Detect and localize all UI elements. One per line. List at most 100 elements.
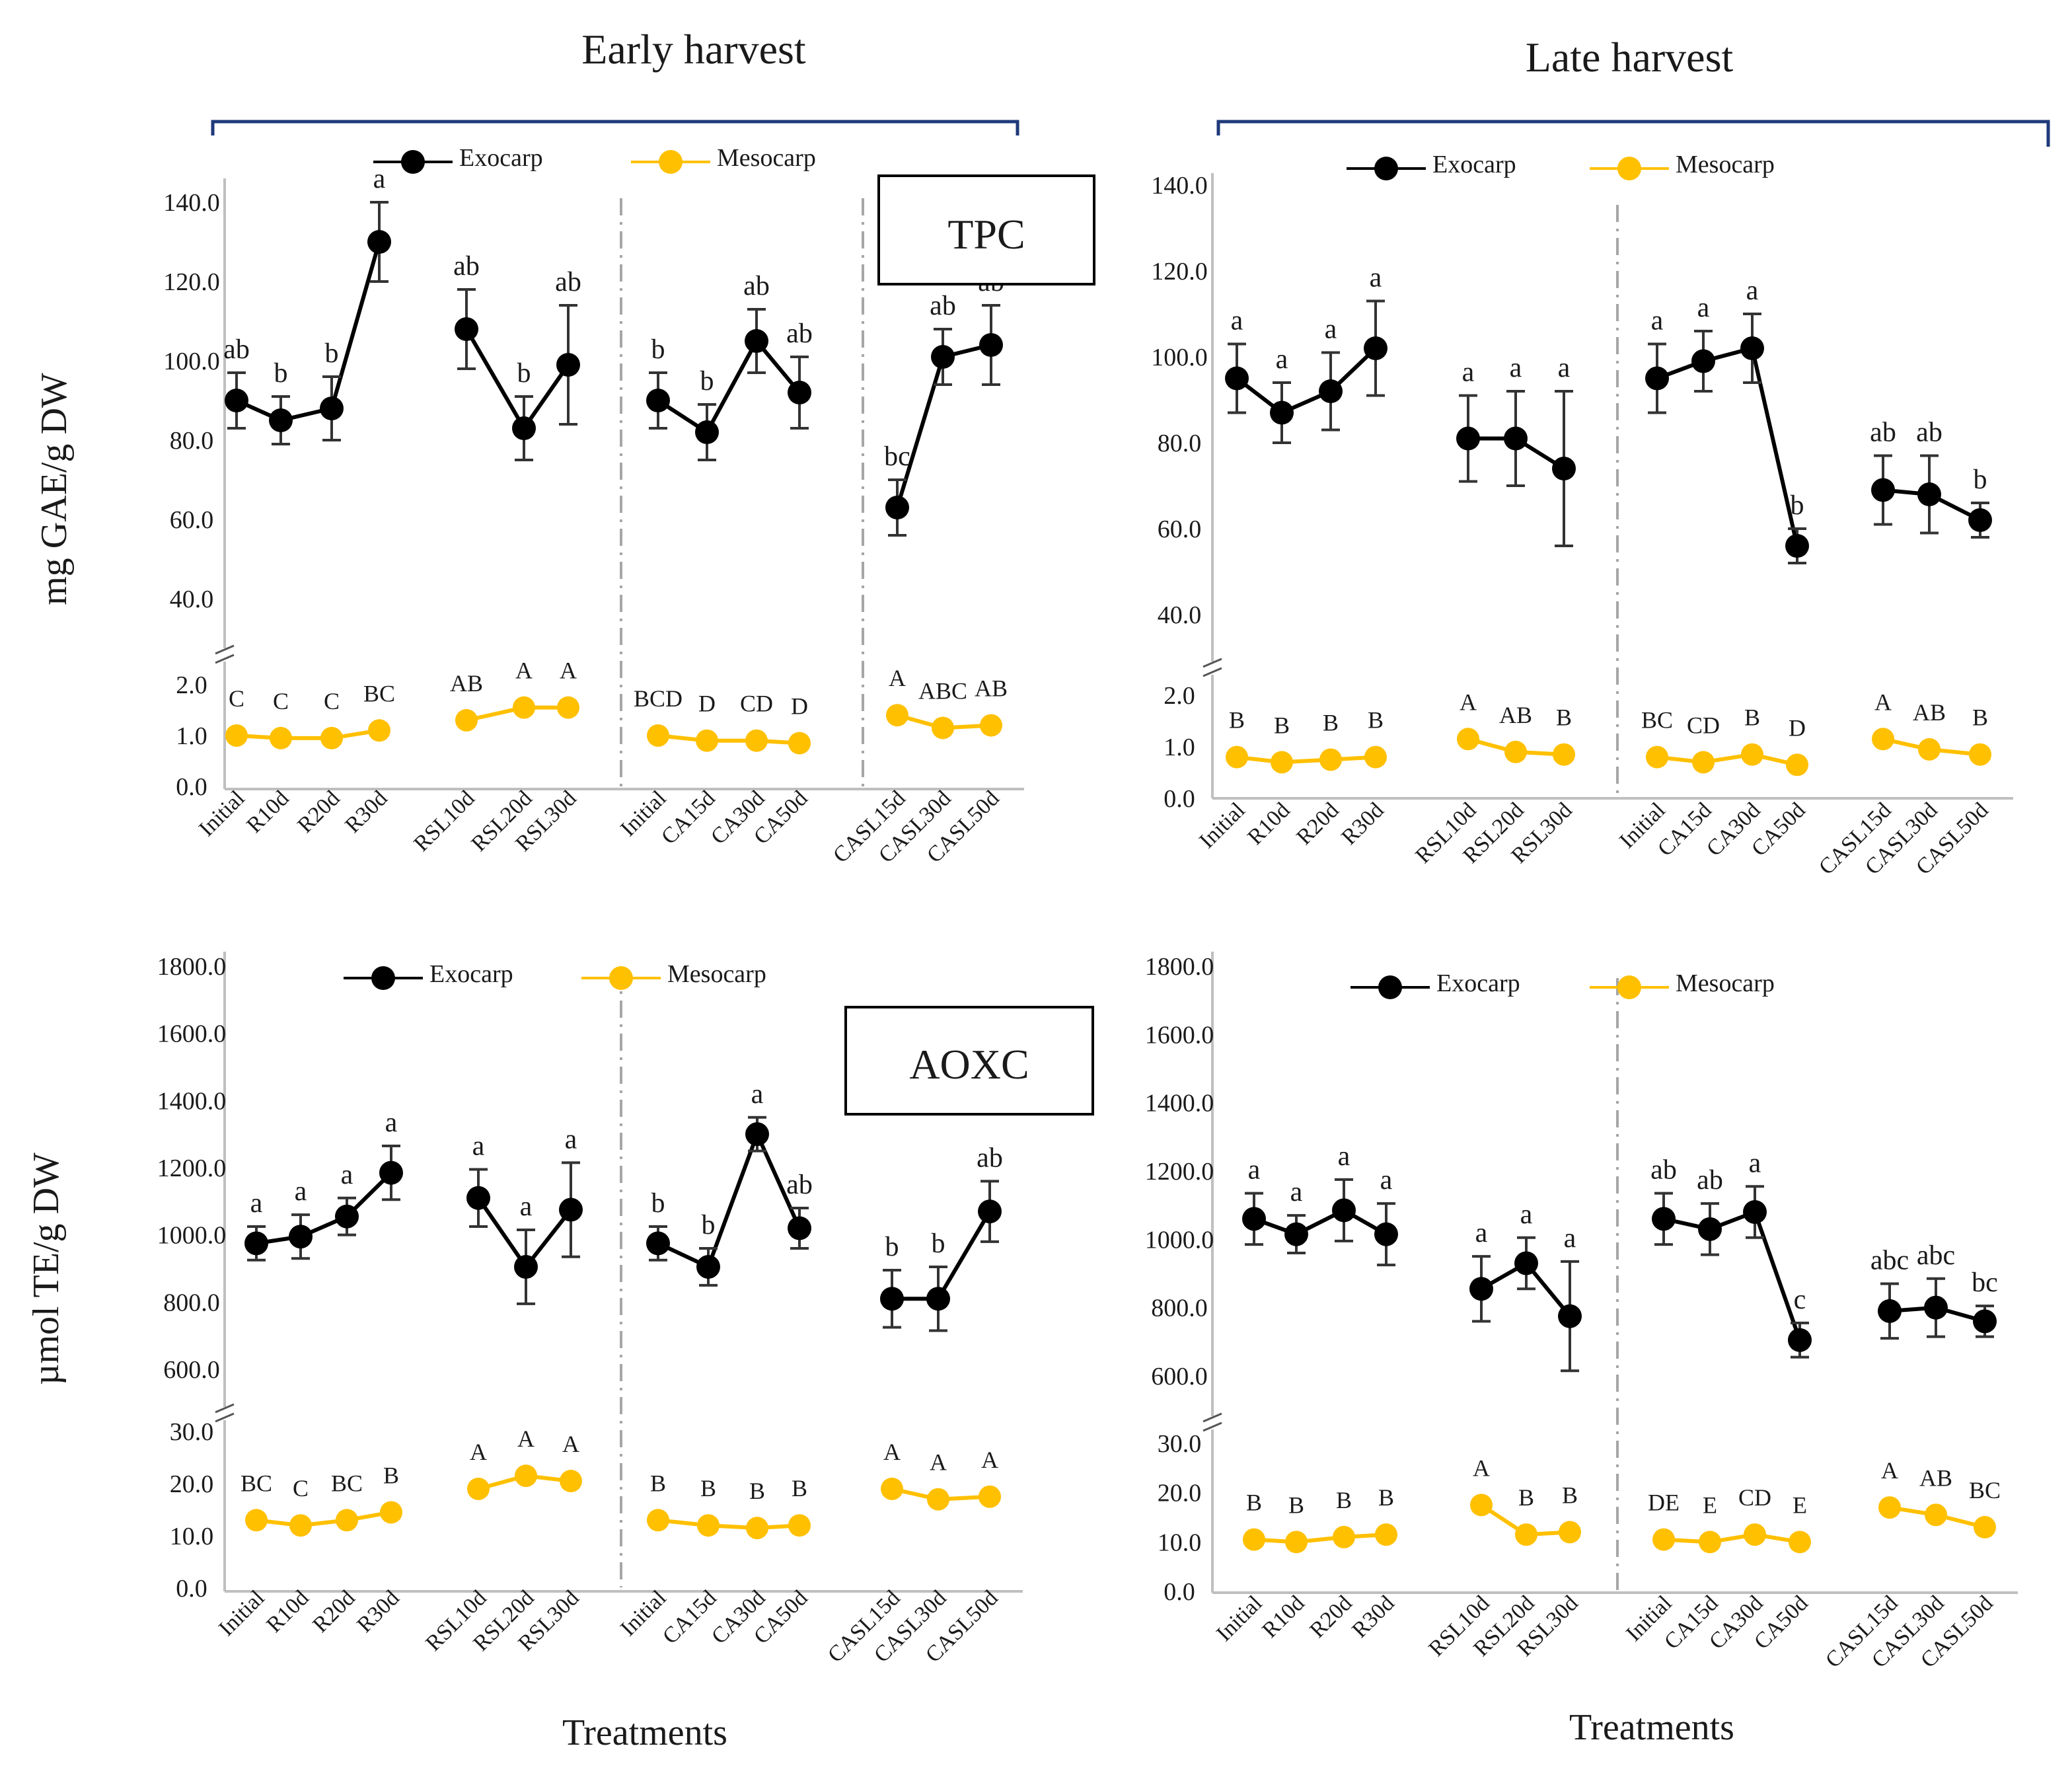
aoxc-box [844, 1006, 1094, 1116]
mesocarp-letter-label: A [1473, 1455, 1490, 1481]
mesocarp-letter-label: A [560, 658, 577, 684]
mesocarp-letter-label: B [1368, 707, 1384, 734]
exocarp-letter-label: b [651, 1188, 665, 1219]
legend-exocarp-label: Exocarp [1432, 151, 1516, 178]
x-tick-label: R30d [352, 1585, 404, 1637]
exocarp-letter-label: b [885, 1232, 899, 1262]
mesocarp-point [1872, 728, 1894, 751]
legend-exocarp-marker [401, 150, 425, 174]
exocarp-point [788, 1216, 811, 1240]
x-tick-label: R30d [1337, 798, 1388, 849]
exocarp-point [289, 1225, 313, 1249]
exocarp-letter-label: a [1338, 1141, 1350, 1172]
mesocarp-point [745, 729, 768, 752]
exocarp-series-line [235, 241, 381, 423]
exocarp-point [978, 1199, 1002, 1224]
tpc-late-chart: 140.0 120.0 100.0 80.0 60.0 40.0 2.0 1.0 0.0 Init… [1151, 151, 2013, 880]
mesocarp-point [560, 1470, 582, 1493]
tpc-early-chart: 140.0 120.0 100.0 80.0 60.0 40.0 2.0 1.0 0.0 mg G… [34, 144, 1024, 868]
mesocarp-point [336, 1509, 358, 1532]
y-tick-label: 140.0 [163, 189, 220, 217]
y-tick-label: 2.0 [1164, 682, 1195, 710]
mesocarp-series-line [657, 1518, 800, 1531]
mesocarp-point [380, 1501, 402, 1524]
exocarp-series-line [1253, 1208, 1388, 1236]
mesocarp-point [1285, 1531, 1308, 1554]
mesocarp-point [1699, 1531, 1721, 1554]
y-tick-label: 20.0 [1158, 1480, 1202, 1507]
mesocarp-letter-label: A [1874, 689, 1892, 715]
exocarp-point [1364, 336, 1388, 360]
exocarp-letter-label: a [385, 1108, 398, 1138]
mesocarp-letter-label: B [1336, 1487, 1352, 1513]
exocarp-letter-label: a [1564, 1223, 1576, 1254]
mesocarp-letter-label: A [981, 1447, 998, 1473]
mesocarp-letter-label: C [324, 688, 340, 714]
tpc-box-label: TPC [947, 211, 1025, 258]
mesocarp-point [697, 1514, 720, 1537]
mesocarp-letter-label: B [749, 1478, 765, 1504]
exocarp-point [335, 1204, 359, 1229]
mesocarp-letter-label: ABC [918, 677, 967, 704]
exocarp-letter-label: abc [1870, 1246, 1909, 1276]
mesocarp-letter-label: A [883, 1439, 901, 1465]
y-tick-label: 1.0 [176, 722, 207, 750]
exocarp-point [1552, 457, 1576, 480]
mesocarp-letter-label: D [791, 693, 808, 720]
y-tick-label: 1400.0 [157, 1087, 227, 1115]
exocarp-point [1504, 426, 1528, 451]
y-tick-label: 100.0 [1151, 344, 1208, 371]
mesocarp-letter-label: CD [1687, 712, 1720, 738]
mesocarp-letter-label: B [1972, 704, 1988, 731]
mesocarp-point [1375, 1523, 1397, 1546]
mesocarp-letter-label: B [1562, 1482, 1578, 1508]
y-tick-label: 40.0 [170, 586, 214, 613]
legend-exocarp-label: Exocarp [429, 960, 513, 988]
exocarp-point [1284, 1222, 1308, 1246]
exocarp-point [885, 496, 909, 519]
mesocarp-point [1969, 743, 1991, 766]
mesocarp-series-line [1663, 1533, 1800, 1544]
exocarp-point [1871, 478, 1895, 502]
axis-break-mark [1202, 1412, 1222, 1432]
exocarp-letter-label: a [520, 1192, 533, 1222]
mesocarp-letter-label: B [1744, 704, 1760, 731]
exocarp-point [1514, 1251, 1538, 1275]
exocarp-point [556, 353, 580, 377]
exocarp-point [926, 1287, 950, 1311]
mesocarp-letter-label: B [1229, 707, 1245, 734]
mesocarp-letter-label: B [1556, 704, 1572, 731]
mesocarp-point [932, 716, 954, 740]
mesocarp-point [1271, 751, 1293, 774]
exocarp-point [1645, 366, 1669, 391]
mesocarp-point [886, 704, 908, 727]
legend-mesocarp-label: Mesocarp [1676, 969, 1775, 997]
y-tick-label: 10.0 [170, 1523, 214, 1550]
exocarp-letter-label: a [1749, 1148, 1761, 1178]
exocarp-point [1469, 1277, 1493, 1301]
mesocarp-letter-label: B [1288, 1492, 1304, 1518]
mesocarp-point [225, 724, 248, 747]
exocarp-letter-label: ab [786, 1170, 813, 1200]
mesocarp-letter-label: BC [1641, 707, 1673, 734]
exocarp-letter-label: a [1475, 1218, 1488, 1248]
mesocarp-letter-label: A [889, 665, 906, 691]
x-tick-label: R10d [242, 786, 293, 837]
exocarp-letter-label: ab [453, 251, 480, 282]
exocarp-point [367, 230, 391, 254]
exocarp-series-line [657, 1129, 801, 1270]
mesocarp-point [1515, 1523, 1537, 1546]
x-tick-label: CA15d [657, 786, 720, 849]
exocarp-point [1740, 336, 1764, 360]
late-bracket [1216, 120, 2050, 147]
mesocarp-point [557, 696, 579, 719]
exocarp-letter-label: ab [930, 291, 956, 321]
y-tick-label: 100.0 [163, 348, 220, 375]
mesocarp-point [1878, 1496, 1901, 1519]
x-tick-label: R30d [1347, 1591, 1399, 1642]
mesocarp-point [1974, 1515, 1996, 1538]
exocarp-letter-label: b [1791, 490, 1804, 521]
mesocarp-letter-label: B [1518, 1484, 1534, 1511]
mesocarp-point [1364, 745, 1387, 769]
